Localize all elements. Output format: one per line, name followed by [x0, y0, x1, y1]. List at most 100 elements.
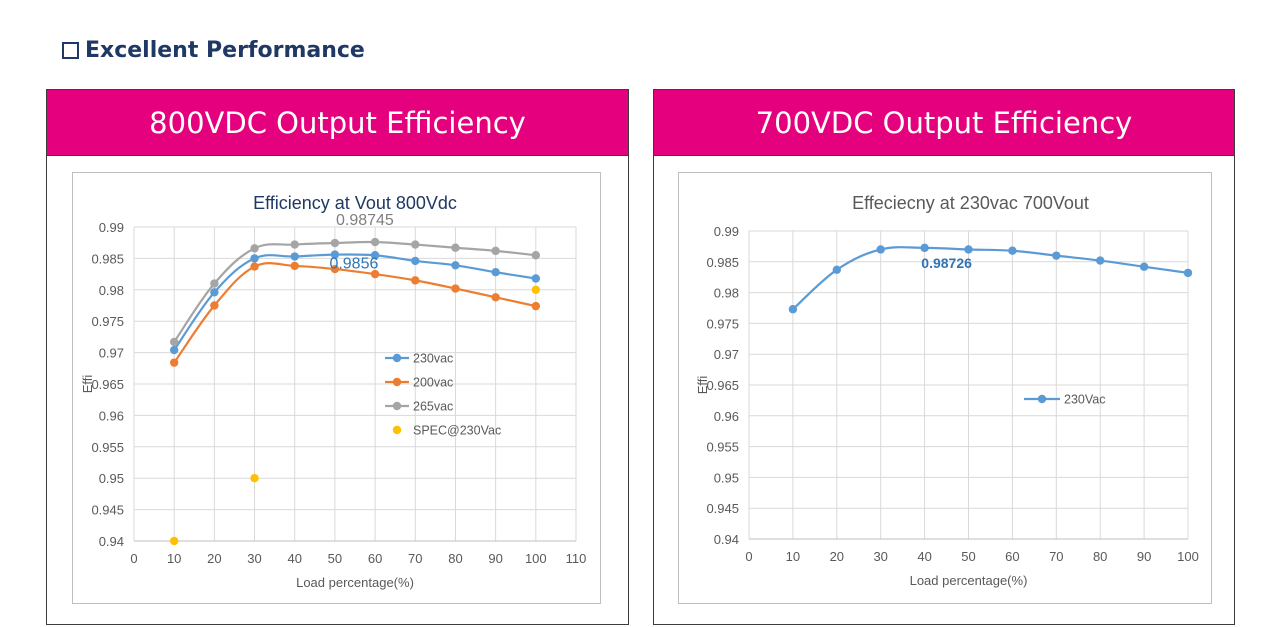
- data-point-265vac: [531, 251, 541, 260]
- y-tick-label: 0.96: [99, 408, 124, 423]
- series-line-265vac: [173, 240, 536, 343]
- efficiency-chart-800vdc: Efficiency at Vout 800Vdc 0.94 0.945 0.95 0.…: [80, 193, 587, 590]
- series-line-200vac: [173, 262, 537, 364]
- data-point-265vac: [370, 237, 380, 247]
- x-tick-label: 60: [1005, 549, 1019, 564]
- legend-label: 265vac: [413, 400, 453, 414]
- x-tick-label: 90: [1137, 549, 1151, 564]
- x-tick-label: 90: [488, 551, 502, 566]
- data-point-230Vac: [832, 265, 841, 275]
- x-tick-label: 50: [328, 551, 342, 566]
- x-tick-label: 40: [917, 549, 931, 564]
- legend-marker: [1037, 394, 1047, 404]
- data-label: 0.98726: [921, 255, 972, 271]
- data-point-230vac: [451, 261, 460, 270]
- data-point-200vac: [330, 264, 340, 274]
- data-point-230vac: [210, 288, 219, 297]
- data-point-200vac: [290, 261, 299, 271]
- data-point-SPEC@230Vac: [169, 536, 179, 546]
- series-line-230Vac: [792, 246, 1189, 311]
- x-tick-label: 60: [368, 551, 382, 566]
- data-point-230Vac: [1008, 246, 1017, 255]
- checkbox-icon: [62, 41, 79, 59]
- data-label: 0.98745: [336, 212, 394, 229]
- panel-title-700vdc: 700VDC Output Efficiency: [654, 90, 1234, 156]
- data-point-230vac: [169, 345, 179, 355]
- data-point-265vac: [491, 246, 500, 256]
- data-point-265vac: [250, 244, 259, 253]
- panel-700vdc: 700VDC Output Efficiency Effeciecny at 2…: [653, 89, 1235, 625]
- x-tick-label: 20: [830, 549, 844, 564]
- data-point-200vac: [491, 293, 500, 302]
- data-point-230Vac: [920, 243, 929, 253]
- y-axis-label: Effi: [695, 376, 710, 395]
- y-tick-label: 0.99: [714, 224, 739, 239]
- y-axis-label: Effi: [80, 375, 95, 394]
- data-point-230vac: [250, 254, 259, 263]
- y-tick-label: 0.94: [99, 534, 124, 549]
- y-tick-label: 0.945: [91, 503, 124, 518]
- data-point-200vac: [250, 262, 259, 271]
- data-point-265vac: [411, 240, 420, 249]
- data-point-265vac: [169, 337, 179, 347]
- data-point-230Vac: [1139, 262, 1149, 271]
- chart-frame-800vdc: Efficiency at Vout 800Vdc 0.94 0.945 0.95 0.…: [72, 172, 601, 604]
- data-point-230Vac: [788, 305, 798, 314]
- panel-800vdc: 800VDC Output Efficiency Efficiency at V…: [46, 89, 629, 625]
- legend-label: 230vac: [413, 352, 453, 366]
- data-point-SPEC@230Vac: [531, 285, 541, 294]
- legend-marker: [392, 377, 402, 387]
- legend-label: 230Vac: [1064, 393, 1105, 407]
- data-label: 0.9856: [329, 256, 378, 273]
- efficiency-chart-700vdc: Effeciecny at 230vac 700Vout 0.94 0.945 0.9…: [695, 193, 1199, 588]
- y-tick-label: 0.97: [99, 346, 124, 361]
- y-tick-label: 0.985: [706, 255, 739, 270]
- data-point-230Vac: [964, 245, 973, 254]
- series-line-230vac: [173, 253, 536, 351]
- legend-marker: [392, 353, 402, 363]
- y-tick-label: 0.97: [714, 347, 739, 362]
- y-tick-label: 0.985: [91, 251, 124, 266]
- x-tick-label: 100: [525, 551, 547, 566]
- chart-frame-700vdc: Effeciecny at 230vac 700Vout 0.94 0.945 0.9…: [678, 172, 1212, 604]
- y-tick-label: 0.965: [706, 378, 739, 393]
- data-point-200vac: [411, 276, 420, 285]
- x-axis-label: Load percentage(%): [910, 573, 1028, 588]
- legend-label: SPEC@230Vac: [413, 424, 501, 438]
- data-point-230Vac: [1096, 256, 1105, 265]
- data-point-265vac: [451, 243, 460, 252]
- data-point-230vac: [370, 251, 380, 260]
- section-heading: Excellent Performance: [62, 34, 365, 66]
- y-tick-label: 0.98: [99, 283, 124, 298]
- data-point-265vac: [210, 279, 219, 288]
- x-tick-label: 20: [207, 551, 221, 566]
- data-point-230Vac: [1052, 251, 1061, 260]
- data-point-200vac: [169, 358, 179, 367]
- x-tick-label: 100: [1177, 549, 1199, 564]
- x-tick-label: 70: [1049, 549, 1063, 564]
- x-tick-label: 30: [247, 551, 261, 566]
- x-tick-label: 30: [873, 549, 887, 564]
- y-tick-label: 0.955: [706, 440, 739, 455]
- data-point-265vac: [330, 238, 340, 248]
- y-tick-label: 0.98: [714, 286, 739, 301]
- x-tick-label: 110: [566, 551, 587, 566]
- y-tick-label: 0.945: [706, 501, 739, 516]
- section-heading-text: Excellent Performance: [85, 37, 365, 63]
- data-point-230vac: [330, 250, 340, 259]
- x-tick-label: 10: [167, 551, 181, 566]
- x-tick-label: 0: [130, 551, 137, 566]
- data-point-230vac: [491, 268, 500, 277]
- x-tick-label: 0: [745, 549, 752, 564]
- legend-marker: [392, 401, 402, 411]
- y-tick-label: 0.95: [99, 471, 124, 486]
- x-tick-label: 10: [786, 549, 800, 564]
- data-point-230vac: [290, 252, 299, 261]
- x-tick-label: 40: [287, 551, 301, 566]
- data-point-200vac: [531, 301, 541, 311]
- y-tick-label: 0.965: [91, 377, 124, 392]
- y-tick-label: 0.975: [91, 314, 124, 329]
- data-point-230Vac: [876, 245, 885, 254]
- x-tick-label: 70: [408, 551, 422, 566]
- chart-title: Effeciecny at 230vac 700Vout: [852, 193, 1089, 213]
